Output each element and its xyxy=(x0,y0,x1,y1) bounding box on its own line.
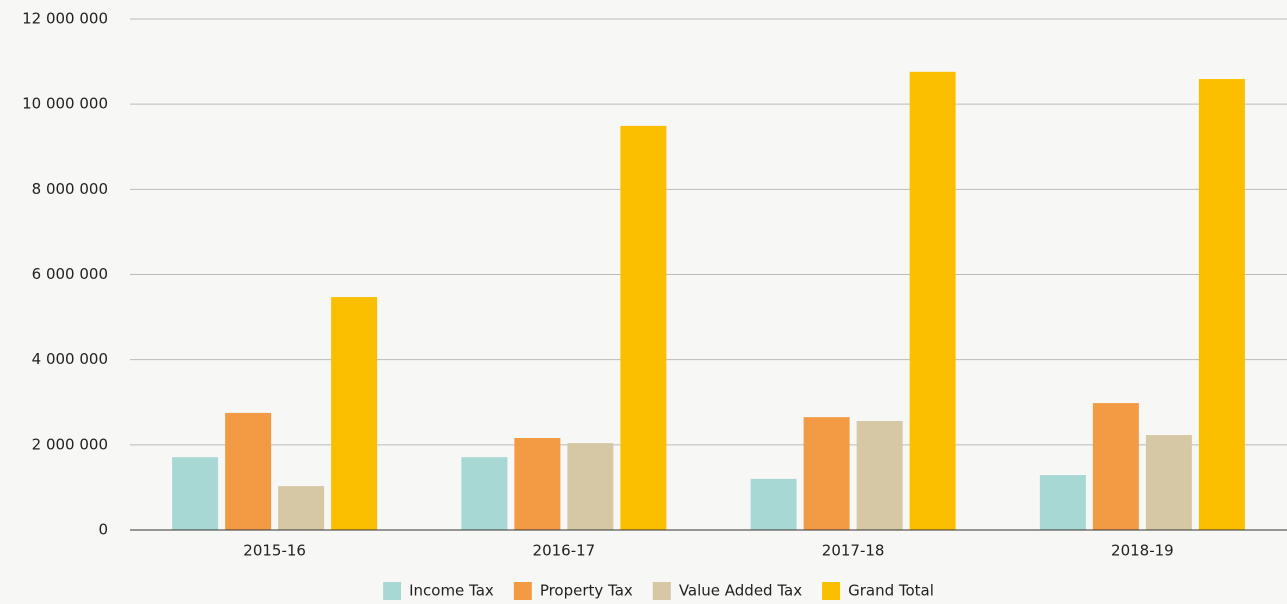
bar xyxy=(750,478,797,530)
bar xyxy=(514,438,561,530)
bar xyxy=(1092,403,1139,530)
bar xyxy=(856,420,903,530)
x-tick-label: 2015-16 xyxy=(243,542,306,560)
legend-item: Value Added Tax xyxy=(652,582,802,600)
x-tick-label: 2018-19 xyxy=(1111,542,1174,560)
bar xyxy=(1039,475,1086,530)
y-tick-label: 2 000 000 xyxy=(32,435,108,453)
x-tick-label: 2016-17 xyxy=(533,542,596,560)
y-tick-label: 0 xyxy=(98,521,108,539)
bar xyxy=(803,417,850,530)
y-tick-label: 10 000 000 xyxy=(22,95,108,113)
y-tick-label: 8 000 000 xyxy=(32,180,108,198)
legend-label: Grand Total xyxy=(848,582,934,600)
y-tick-label: 4 000 000 xyxy=(32,350,108,368)
bar xyxy=(331,297,378,530)
bar xyxy=(567,443,614,530)
legend-item: Income Tax xyxy=(383,582,494,600)
legend-item: Property Tax xyxy=(513,582,633,600)
bar xyxy=(172,457,219,530)
bar xyxy=(461,457,508,530)
legend-swatch xyxy=(513,582,532,600)
legend-swatch xyxy=(383,582,402,600)
bar xyxy=(225,412,272,530)
legend-label: Income Tax xyxy=(409,582,494,600)
legend-item: Grand Total xyxy=(822,582,934,600)
bar xyxy=(278,486,325,530)
bar xyxy=(909,71,956,530)
legend-swatch xyxy=(652,582,671,600)
y-tick-label: 12 000 000 xyxy=(22,10,108,28)
legend-swatch xyxy=(822,582,841,600)
x-tick-label: 2017-18 xyxy=(822,542,885,560)
legend-label: Property Tax xyxy=(540,582,633,600)
legend-label: Value Added Tax xyxy=(679,582,802,600)
bar xyxy=(1145,435,1192,530)
bar xyxy=(1198,79,1245,530)
bar xyxy=(620,125,667,531)
y-tick-label: 6 000 000 xyxy=(32,265,108,283)
